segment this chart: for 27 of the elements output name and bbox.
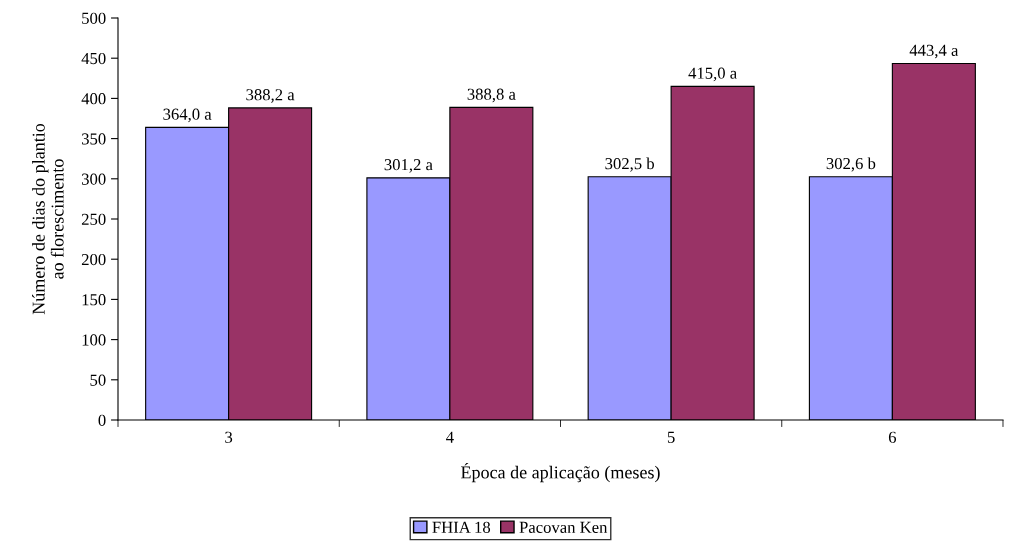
data-label: 302,6 b <box>826 157 876 172</box>
x-axis-title: Época de aplicação (meses) <box>461 462 660 483</box>
legend-label: FHIA 18 <box>432 521 491 533</box>
y-tick-label: 150 <box>82 294 106 306</box>
y-tick-label: 50 <box>90 374 106 386</box>
y-axis-title: Número de dias do plantio ao florescimento <box>32 123 64 315</box>
y-tick-label: 400 <box>81 93 106 105</box>
data-label: 443,4 a <box>909 44 959 59</box>
y-tick-label: 450 <box>81 52 106 65</box>
y-tick-label: 100 <box>82 334 106 346</box>
x-tick-label: 6 <box>888 431 897 443</box>
data-label: 388,8 a <box>467 88 516 103</box>
data-label: 364,0 a <box>163 108 212 123</box>
x-tick-label: 4 <box>446 431 454 443</box>
data-label: 301,2 a <box>384 159 433 173</box>
y-tick-label: 500 <box>82 12 106 24</box>
y-tick-label: 200 <box>81 253 106 266</box>
data-label: 388,2 a <box>246 89 295 103</box>
y-tick-label: 300 <box>81 173 106 185</box>
legend-label: Pacovan Ken <box>519 521 608 533</box>
x-tick-label: 3 <box>225 431 233 443</box>
y-tick-label: 0 <box>98 414 106 426</box>
y-tick-label: 350 <box>81 133 106 145</box>
y-tick-label: 250 <box>81 213 106 225</box>
data-label: 415,0 a <box>688 67 737 82</box>
x-tick-label: 5 <box>667 431 675 443</box>
data-label: 302,5 b <box>605 157 655 172</box>
